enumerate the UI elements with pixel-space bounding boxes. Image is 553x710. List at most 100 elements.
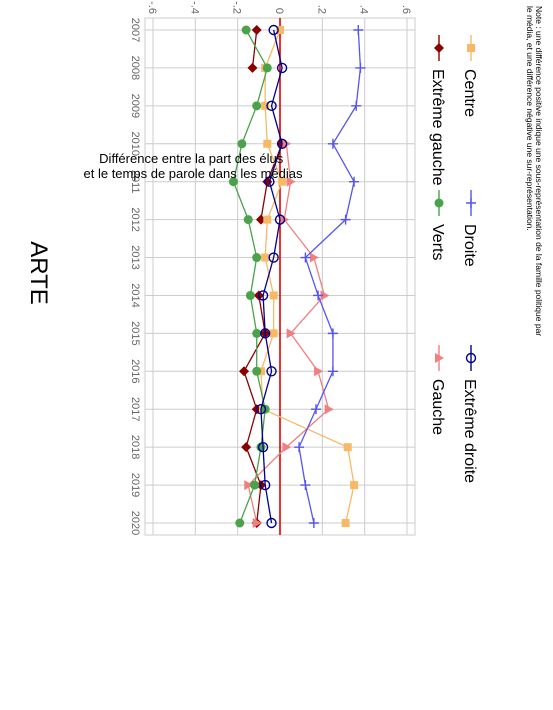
x-tick-label: 2013: [129, 245, 141, 269]
x-tick-label: 2020: [129, 511, 141, 535]
data-point: [435, 353, 444, 363]
data-point: [247, 62, 258, 73]
y-axis-label-line-2: et le temps de parole dans les médias: [84, 166, 303, 181]
x-tick-label: 2017: [129, 397, 141, 421]
y-tick-label: .6: [400, 5, 412, 14]
data-point: [434, 198, 444, 208]
data-series: [228, 24, 366, 529]
data-point: [434, 43, 444, 53]
data-point: [274, 214, 286, 225]
chart-note-line-2: le média, et une différence négative une…: [525, 6, 535, 231]
series-5: [255, 24, 288, 529]
data-point: [252, 101, 262, 111]
data-point: [266, 366, 277, 377]
data-point: [300, 252, 311, 263]
data-point: [266, 517, 277, 529]
series-1: [244, 138, 334, 528]
y-axis-label-line-1: Différence entre la part des élus: [99, 151, 284, 166]
series-4: [294, 25, 366, 528]
series-line: [260, 29, 355, 524]
data-point: [320, 290, 330, 301]
y-tick-labels: .6 .4 .2 0 -.2 -.4 -.6: [146, 1, 412, 14]
data-point: [327, 138, 338, 149]
series-line: [251, 29, 258, 68]
legend-item: Droite: [461, 190, 478, 267]
x-tick-label: 2007: [129, 18, 141, 42]
data-point: [239, 366, 250, 377]
data-point: [276, 138, 288, 149]
x-tick-label: 2012: [129, 207, 141, 231]
data-point: [355, 62, 366, 73]
data-point: [257, 290, 269, 301]
x-tick-label: 2010: [129, 132, 141, 156]
data-point: [228, 177, 238, 187]
data-point: [252, 366, 262, 376]
x-tick-label: 2015: [129, 321, 141, 345]
data-point: [286, 176, 296, 187]
x-tick-label: 2019: [129, 473, 141, 497]
data-point: [252, 253, 262, 263]
data-point: [257, 441, 269, 453]
legend-item: Centre: [461, 35, 478, 117]
data-point: [282, 442, 292, 453]
data-point: [235, 518, 245, 528]
x-tick-label: 2014: [129, 283, 141, 307]
data-point: [294, 442, 305, 453]
data-point: [269, 329, 278, 338]
series-line: [260, 29, 283, 524]
data-point: [324, 404, 334, 415]
data-point: [300, 480, 311, 491]
data-point: [351, 100, 362, 111]
data-point: [243, 215, 253, 225]
data-point: [327, 328, 338, 339]
legend-item: Extrême gauche: [429, 35, 446, 186]
x-tick-label: 2016: [129, 359, 141, 383]
data-point: [256, 442, 266, 452]
legend: Extrême gauche Verts Gauche Centre Droite Ext…: [429, 35, 478, 483]
data-point: [269, 291, 278, 300]
legend-label: Extrême gauche: [429, 69, 446, 186]
data-point: [251, 25, 262, 35]
data-point: [263, 215, 272, 224]
data-point: [349, 176, 360, 187]
data-point: [340, 214, 351, 225]
series-line: [298, 29, 362, 524]
data-point: [268, 252, 279, 263]
data-point: [259, 328, 271, 339]
y-tick-label: -.2: [231, 1, 243, 14]
data-point: [310, 404, 321, 415]
data-point: [313, 290, 324, 301]
legend-item: Extrême droite: [461, 345, 478, 483]
data-point: [308, 518, 319, 528]
legend-label: Extrême droite: [461, 379, 478, 483]
data-point: [241, 442, 252, 453]
legend-label: Gauche: [429, 379, 446, 435]
data-point: [255, 404, 267, 415]
data-point: [343, 443, 352, 452]
data-point: [286, 328, 296, 339]
data-point: [309, 252, 319, 263]
data-point: [252, 518, 262, 528]
data-point: [264, 176, 275, 187]
data-point: [327, 366, 338, 377]
data-point: [245, 290, 255, 300]
chart-note: Note : une différence positive indique u…: [525, 6, 544, 339]
x-tick-label: 2018: [129, 435, 141, 459]
data-point: [244, 480, 254, 491]
legend-item: Gauche: [429, 345, 446, 435]
x-tick-label: 2009: [129, 94, 141, 118]
rotated-plot: ARTE .6.4.20-.2-.4-.6 200720082009201020…: [25, 1, 544, 536]
y-tick-label: -.4: [188, 1, 200, 14]
data-point: [341, 519, 350, 527]
y-tick-label: 0: [273, 8, 285, 14]
x-tick-label: 2011: [129, 170, 141, 194]
data-point: [263, 139, 272, 148]
data-point: [252, 328, 262, 338]
data-point: [241, 25, 251, 35]
data-point: [237, 139, 247, 149]
y-tick-label: .4: [358, 5, 370, 14]
chart-title: ARTE: [25, 241, 52, 305]
y-tick-label: -.6: [146, 1, 158, 14]
